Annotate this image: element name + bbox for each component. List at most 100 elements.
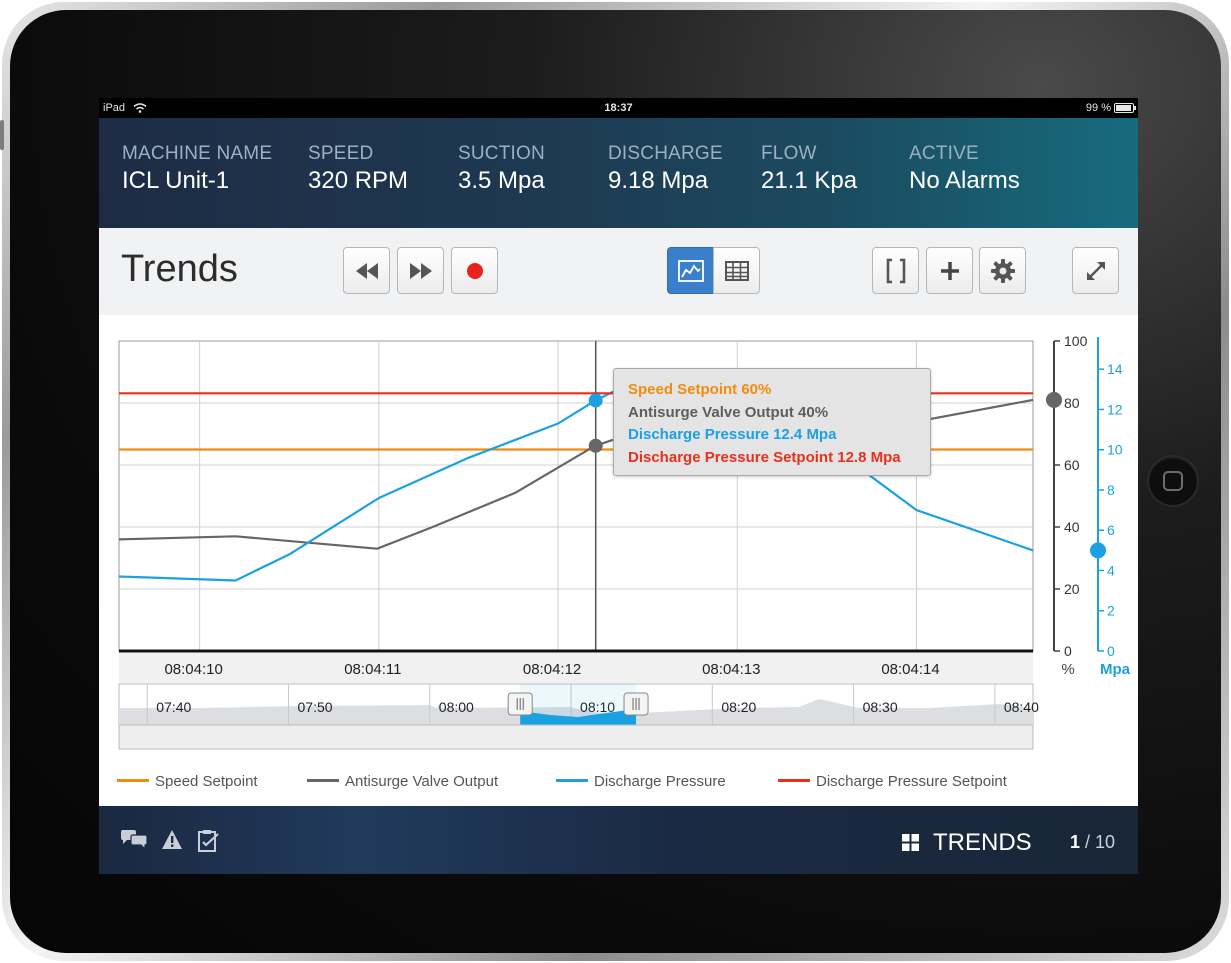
mute-switch xyxy=(0,120,4,150)
stat-active-alarms: ACTIVE No Alarms xyxy=(909,143,1020,195)
y-right-tick-label: 12 xyxy=(1107,401,1123,417)
y-right-tick-label: 6 xyxy=(1107,522,1115,538)
settings-button[interactable] xyxy=(979,247,1026,294)
status-bar: iPad 18:37 99 % xyxy=(99,98,1138,118)
stat-value: 3.5 Mpa xyxy=(458,167,545,194)
footer-section-title[interactable]: TRENDS xyxy=(933,829,1032,856)
axis-marker-antisurge-valve xyxy=(1046,391,1062,408)
stat-value: No Alarms xyxy=(909,167,1020,194)
y-left-tick-label: 40 xyxy=(1064,519,1080,535)
grid-icon xyxy=(902,834,919,851)
y-left-tick-label: 20 xyxy=(1064,581,1080,597)
y-right-tick-label: 0 xyxy=(1107,643,1115,659)
overview-tick-label: 08:10 xyxy=(580,699,615,715)
stat-flow: FLOW 21.1 Kpa xyxy=(761,143,857,195)
x-tick-label: 08:04:13 xyxy=(702,661,760,678)
record-button[interactable] xyxy=(451,247,498,294)
stat-value: 9.18 Mpa xyxy=(608,167,709,194)
legend-swatch xyxy=(556,778,588,782)
overview-tick-label: 08:30 xyxy=(863,699,898,715)
overview-tick-label: 08:40 xyxy=(1004,699,1039,715)
y-right-tick-label: 2 xyxy=(1107,603,1115,619)
y-right-tick-label: 8 xyxy=(1107,482,1115,498)
legend-item-discharge-setpoint[interactable]: Discharge Pressure Setpoint xyxy=(778,771,1007,793)
machine-header: MACHINE NAME ICL Unit-1 SPEED 320 RPM SU… xyxy=(99,118,1138,228)
y-left-tick-label: 100 xyxy=(1064,333,1088,349)
legend-label: Speed Setpoint xyxy=(155,773,258,790)
legend-item-antisurge-valve[interactable]: Antisurge Valve Output xyxy=(307,771,498,793)
overview-right-handle[interactable] xyxy=(623,692,649,716)
overview-area xyxy=(119,699,1033,725)
overview-selected-area xyxy=(520,709,637,725)
cursor-point-antisurge-valve xyxy=(588,438,603,453)
legend-label: Antisurge Valve Output xyxy=(345,773,499,790)
x-tick-label: 08:04:10 xyxy=(164,661,222,678)
legend-item-speed-setpoint[interactable]: Speed Setpoint xyxy=(117,771,258,793)
page-total: / 10 xyxy=(1085,832,1116,852)
y-right-tick-label: 14 xyxy=(1107,361,1123,377)
toolbar: Trends xyxy=(99,228,1138,315)
stat-label: FLOW xyxy=(761,143,817,164)
plus-icon xyxy=(940,261,959,280)
tooltip-discharge-pressure: Discharge Pressure 12.4 Mpa xyxy=(628,426,837,443)
cursor-point-discharge-pressure xyxy=(588,393,603,408)
stat-value: 21.1 Kpa xyxy=(761,167,858,194)
clock: 18:37 xyxy=(604,102,633,114)
battery-icon xyxy=(1114,103,1136,113)
tooltip-speed-setpoint: Speed Setpoint 60% xyxy=(628,381,772,398)
overview-tick-label: 08:00 xyxy=(439,699,474,715)
fast-forward-icon xyxy=(409,262,432,279)
footer-bar: TRENDS 1 / 10 xyxy=(99,806,1138,874)
overview-left-handle[interactable] xyxy=(507,692,533,716)
page-current: 1 xyxy=(1070,832,1081,852)
table-view-button[interactable] xyxy=(713,247,760,294)
trend-chart[interactable]: 08:04:10 08:04:11 08:04:12 08:04:13 08:04:14… xyxy=(99,315,1138,770)
y-right-tick-label: 10 xyxy=(1107,442,1123,458)
expand-icon xyxy=(1086,261,1105,280)
overview-tick-label: 07:40 xyxy=(156,699,191,715)
table-view-icon xyxy=(724,260,749,281)
overview-selection-window xyxy=(520,684,637,725)
y-right-tick-label: 4 xyxy=(1107,562,1115,578)
bracket-button[interactable] xyxy=(872,247,919,294)
page-title: Trends xyxy=(121,248,238,290)
checklist-icon[interactable] xyxy=(197,829,221,853)
overview-tick-label: 08:20 xyxy=(721,699,756,715)
add-button[interactable] xyxy=(926,247,973,294)
expand-button[interactable] xyxy=(1072,247,1119,294)
x-axis-band xyxy=(119,653,1033,683)
y-left-tick-label: 80 xyxy=(1064,395,1080,411)
chart-legend: Speed Setpoint Antisurge Valve Output Di… xyxy=(117,771,1117,793)
legend-label: Discharge Pressure Setpoint xyxy=(816,773,1007,790)
stat-label: ACTIVE xyxy=(909,143,979,164)
tooltip-antisurge-valve: Antisurge Valve Output 40% xyxy=(628,403,829,421)
home-button-icon xyxy=(1163,471,1183,491)
warning-icon[interactable] xyxy=(161,829,183,851)
stat-speed: SPEED 320 RPM xyxy=(308,143,408,195)
stat-value: ICL Unit-1 xyxy=(122,167,230,194)
stat-discharge: DISCHARGE 9.18 Mpa xyxy=(608,143,723,195)
fast-forward-button[interactable] xyxy=(397,247,444,294)
tooltip-discharge-setpoint: Discharge Pressure Setpoint 12.8 Mpa xyxy=(628,448,901,466)
wifi-icon xyxy=(133,103,147,113)
legend-item-discharge-pressure[interactable]: Discharge Pressure xyxy=(556,771,726,793)
stat-label: DISCHARGE xyxy=(608,143,723,164)
carrier-label: iPad xyxy=(103,102,126,114)
x-tick-label: 08:04:14 xyxy=(881,661,939,678)
rewind-button[interactable] xyxy=(343,247,390,294)
gear-icon xyxy=(990,258,1015,283)
overview-tick-label: 07:50 xyxy=(298,699,333,715)
x-tick-label: 08:04:12 xyxy=(523,661,581,678)
legend-swatch xyxy=(778,778,810,782)
chart-view-button[interactable] xyxy=(667,247,714,294)
y-left-tick-label: 60 xyxy=(1064,457,1080,473)
stat-label: SUCTION xyxy=(458,143,545,164)
screen: iPad 18:37 99 % MACHINE NAME ICL Unit-1 … xyxy=(99,98,1138,874)
rewind-icon xyxy=(355,262,378,279)
home-button[interactable] xyxy=(1147,455,1199,507)
axis-marker-discharge-pressure xyxy=(1090,542,1106,559)
chat-icon[interactable] xyxy=(119,829,149,851)
brackets-icon xyxy=(886,258,905,283)
stat-suction: SUCTION 3.5 Mpa xyxy=(458,143,545,195)
stat-value: 320 RPM xyxy=(308,167,409,194)
